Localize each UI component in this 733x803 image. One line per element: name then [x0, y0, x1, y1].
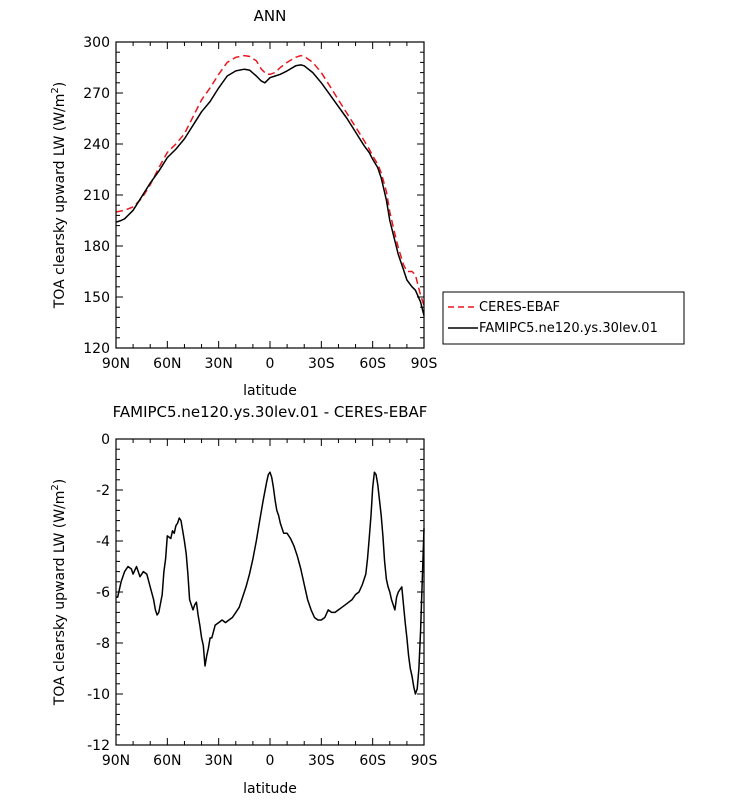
top-y-tick-label: 210 [83, 188, 110, 204]
top-legend: CERES-EBAF FAMIPC5.ne120.ys.30lev.01 [442, 291, 685, 345]
top-series-famipc5-ne120-ys-30lev-01-line [115, 64, 425, 316]
top-x-tick-label: 90S [411, 356, 438, 372]
top-x-tick-label: 60S [359, 356, 386, 372]
legend-label-famipc5: FAMIPC5.ne120.ys.30lev.01 [479, 321, 658, 336]
bottom-y-tick-label: -12 [87, 738, 110, 754]
bottom-y-tick-label: 0 [101, 432, 110, 448]
bottom-y-tick-label: -6 [96, 585, 110, 601]
top-y-tick-label: 300 [83, 35, 110, 51]
bottom-y-tick-label: -2 [96, 483, 110, 499]
top-y-axis-label-sup: 2 [50, 87, 61, 93]
bottom-x-tick-label: 0 [266, 753, 275, 769]
bottom-y-axis-label-main: TOA clearsky upward LW (W/m [52, 491, 68, 707]
top-x-tick-label: 30N [205, 356, 233, 372]
legend-box [442, 291, 685, 345]
top-series-layer [115, 54, 425, 316]
top-chart-title: ANN [254, 7, 287, 25]
top-y-axis-label: TOA clearsky upward LW (W/m2) [50, 82, 68, 309]
bottom-y-axis-label: TOA clearsky upward LW (W/m2) [50, 479, 68, 706]
top-x-tick-label: 0 [266, 356, 275, 372]
bottom-y-tick-label: -8 [96, 636, 110, 652]
bottom-y-tick-label: -4 [96, 534, 110, 550]
bottom-chart: FAMIPC5.ne120.ys.30lev.01 - CERES-EBAF 9… [50, 403, 437, 797]
top-y-axis-label-end: ) [52, 82, 68, 87]
bottom-x-tick-label: 30N [205, 753, 233, 769]
bottom-x-tick-label: 60N [153, 753, 181, 769]
top-series-ceres-ebaf-line [115, 54, 425, 306]
top-axes: 90N 60N 30N 0 30S 60S 90S 120 150 180 210 240 270 300 [83, 35, 437, 372]
top-x-tick-label: 90N [102, 356, 130, 372]
legend-label-ceres: CERES-EBAF [479, 300, 560, 315]
top-plot-frame [115, 41, 425, 349]
bottom-axes: 90N 60N 30N 0 30S 60S 90S -12 -10 -8 -6 -4 -2 0 [87, 432, 437, 769]
top-x-tick-label: 30S [308, 356, 335, 372]
bottom-y-tick-label: -10 [87, 687, 110, 703]
top-y-tick-label: 150 [83, 290, 110, 306]
bottom-chart-title: FAMIPC5.ne120.ys.30lev.01 - CERES-EBAF [113, 403, 428, 421]
top-y-tick-label: 240 [83, 137, 110, 153]
bottom-series-layer [116, 471, 425, 695]
top-chart: ANN 90N 60N 30N 0 30S 60S 90S 120 150 180 210 240 27… [50, 7, 685, 399]
bottom-x-axis-label: latitude [243, 781, 297, 797]
bottom-series-difference-line [116, 471, 425, 695]
bottom-x-tick-label: 60S [359, 753, 386, 769]
bottom-y-axis-label-end: ) [52, 479, 68, 484]
top-y-tick-label: 270 [83, 86, 110, 102]
top-y-tick-label: 120 [83, 341, 110, 357]
bottom-x-tick-label: 30S [308, 753, 335, 769]
bottom-x-tick-label: 90N [102, 753, 130, 769]
top-y-axis-label-main: TOA clearsky upward LW (W/m [52, 94, 68, 310]
bottom-x-tick-label: 90S [411, 753, 438, 769]
top-x-axis-label: latitude [243, 383, 297, 399]
top-x-tick-label: 60N [153, 356, 181, 372]
top-y-tick-label: 180 [83, 239, 110, 255]
bottom-y-axis-label-sup: 2 [50, 484, 61, 490]
